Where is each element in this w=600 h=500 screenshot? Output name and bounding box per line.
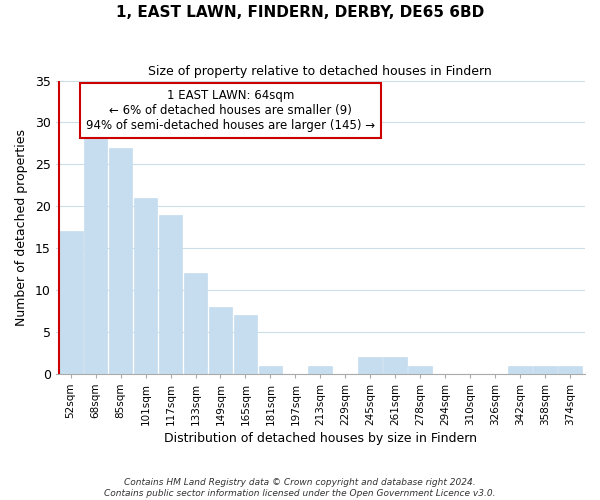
Title: Size of property relative to detached houses in Findern: Size of property relative to detached ho… [148,65,492,78]
Bar [109,148,133,374]
Bar [558,366,582,374]
Text: 1 EAST LAWN: 64sqm
← 6% of detached houses are smaller (9)
94% of semi-detached : 1 EAST LAWN: 64sqm ← 6% of detached hous… [86,90,375,132]
Bar [409,366,432,374]
Bar [358,357,382,374]
Bar [308,366,332,374]
Bar [59,232,83,374]
Text: Contains HM Land Registry data © Crown copyright and database right 2024.
Contai: Contains HM Land Registry data © Crown c… [104,478,496,498]
X-axis label: Distribution of detached houses by size in Findern: Distribution of detached houses by size … [164,432,477,445]
Bar [134,198,157,374]
Y-axis label: Number of detached properties: Number of detached properties [15,128,28,326]
Bar [84,139,107,374]
Bar [383,357,407,374]
Bar [233,315,257,374]
Bar [533,366,557,374]
Bar [209,307,232,374]
Bar [259,366,282,374]
Text: 1, EAST LAWN, FINDERN, DERBY, DE65 6BD: 1, EAST LAWN, FINDERN, DERBY, DE65 6BD [116,5,484,20]
Bar [158,214,182,374]
Bar [184,274,208,374]
Bar [508,366,532,374]
